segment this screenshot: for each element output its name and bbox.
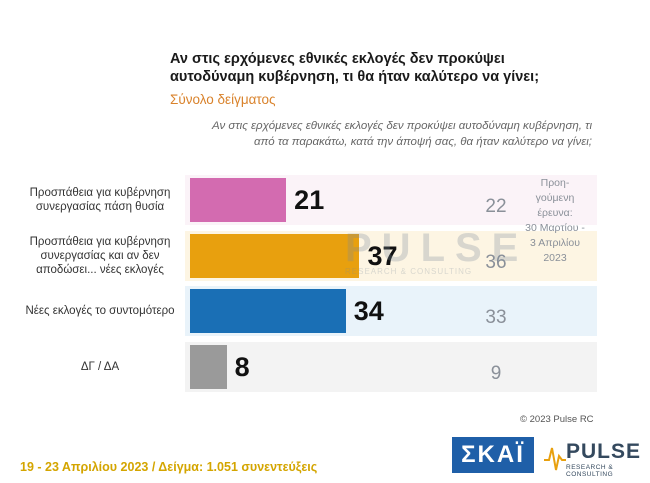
row-background (185, 342, 597, 392)
prev-note-line: έρευνα: (537, 207, 573, 219)
prev-note-line: 3 Απριλίου (530, 237, 580, 249)
previous-survey-note: Προη- γούμενη έρευνα: 30 Μαρτίου - 3 Απρ… (522, 176, 588, 266)
category-label: ΔΓ / ΔΑ (80, 361, 120, 373)
skai-logo: ΣΚΑΪ (452, 437, 534, 473)
pulse-logo-word: PULSE (566, 440, 642, 463)
bar-value-label: 34 (353, 296, 384, 326)
chart-title: Αν στις ερχόμενες εθνικές εκλογές δεν πρ… (170, 51, 540, 85)
bar-value-label: 37 (367, 241, 398, 271)
survey-footer: 19 - 23 Απριλίου 2023 / Δείγμα: 1.051 συ… (20, 460, 318, 474)
previous-value-label: 36 (485, 252, 507, 273)
previous-value-label: 33 (485, 307, 507, 328)
previous-value-label: 9 (490, 363, 502, 384)
previous-value-label: 22 (485, 196, 507, 217)
bar-value-label: 21 (294, 185, 325, 215)
bar-value-label: 8 (234, 352, 250, 382)
chart-subtitle: Σύνολο δείγματος (170, 92, 276, 107)
pulse-logo: PULSE RESEARCH & CONSULTING (544, 438, 644, 478)
category-label: Προσπάθεια για κυβέρνηση συνεργασίας πάσ… (29, 187, 171, 213)
bar (190, 234, 360, 278)
prev-note-line: 2023 (543, 252, 567, 264)
pulse-wave-icon (544, 447, 566, 471)
bar (190, 345, 227, 389)
prev-note-line: Προη- (540, 177, 570, 189)
prev-note-line: γούμενη (535, 192, 575, 204)
bar (190, 289, 346, 333)
category-label: Νέες εκλογές το συντομότερο (25, 305, 175, 317)
prev-note-line: 30 Μαρτίου - (525, 222, 585, 234)
pulse-logo-sub: RESEARCH & CONSULTING (566, 464, 614, 478)
category-label: Προσπάθεια για κυβέρνηση συνεργασίας και… (29, 236, 171, 276)
copyright: © 2023 Pulse RC (520, 414, 594, 425)
bar (190, 178, 287, 222)
question-text: Αν στις ερχόμενες εθνικές εκλογές δεν πρ… (212, 120, 593, 148)
